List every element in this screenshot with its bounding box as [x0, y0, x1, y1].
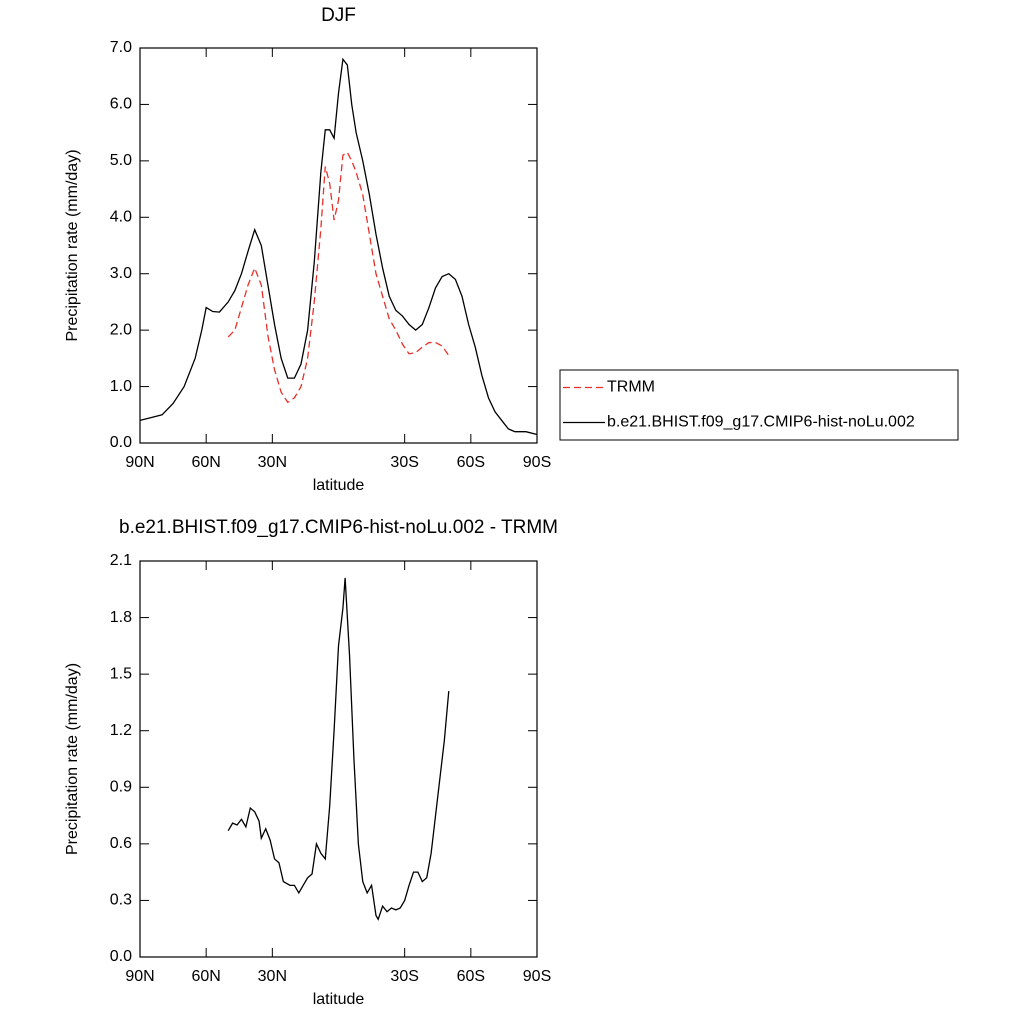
y-tick-label: 5.0 [110, 152, 132, 169]
y-axis-label: Precipitation rate (mm/day) [64, 149, 81, 341]
y-tick-label: 3.0 [110, 265, 132, 282]
chart-title: b.e21.BHIST.f09_g17.CMIP6-hist-noLu.002 … [119, 517, 558, 538]
x-tick-label: 90N [125, 968, 154, 985]
x-axis-label: latitude [313, 991, 365, 1008]
x-tick-label: 60S [457, 968, 485, 985]
y-tick-label: 1.0 [110, 378, 132, 395]
x-tick-label: 30S [390, 968, 418, 985]
x-tick-label: 60N [191, 454, 220, 471]
y-tick-label: 2.1 [110, 552, 132, 569]
legend-label: TRMM [607, 379, 655, 396]
y-tick-label: 1.8 [110, 609, 132, 626]
data-line [227, 577, 450, 921]
y-tick-label: 0.6 [110, 835, 132, 852]
x-tick-label: 30N [258, 968, 287, 985]
x-tick-label: 90N [125, 454, 154, 471]
x-tick-label: 30N [258, 454, 287, 471]
y-axis-label: Precipitation rate (mm/day) [64, 663, 81, 855]
x-tick-label: 90S [523, 454, 551, 471]
x-tick-label: 60N [191, 968, 220, 985]
y-tick-label: 1.2 [110, 722, 132, 739]
plot-frame [139, 47, 538, 444]
y-tick-label: 6.0 [110, 96, 132, 113]
data-line [139, 57, 538, 436]
x-tick-label: 30S [390, 454, 418, 471]
legend-label: b.e21.BHIST.f09_g17.CMIP6-hist-noLu.002 [607, 414, 915, 431]
plot-frame [139, 560, 538, 958]
y-tick-label: 7.0 [110, 39, 132, 56]
y-tick-label: 1.5 [110, 665, 132, 682]
y-tick-label: 0.0 [110, 948, 132, 965]
y-tick-label: 4.0 [110, 209, 132, 226]
y-tick-label: 2.0 [110, 321, 132, 338]
x-axis-label: latitude [313, 477, 365, 494]
legend-box [559, 369, 959, 441]
y-tick-label: 0.9 [110, 779, 132, 796]
y-tick-label: 0.3 [110, 892, 132, 909]
x-tick-label: 60S [457, 454, 485, 471]
data-line [227, 151, 450, 404]
x-tick-label: 90S [523, 968, 551, 985]
y-tick-label: 0.0 [110, 434, 132, 451]
chart-title: DJF [321, 5, 356, 26]
